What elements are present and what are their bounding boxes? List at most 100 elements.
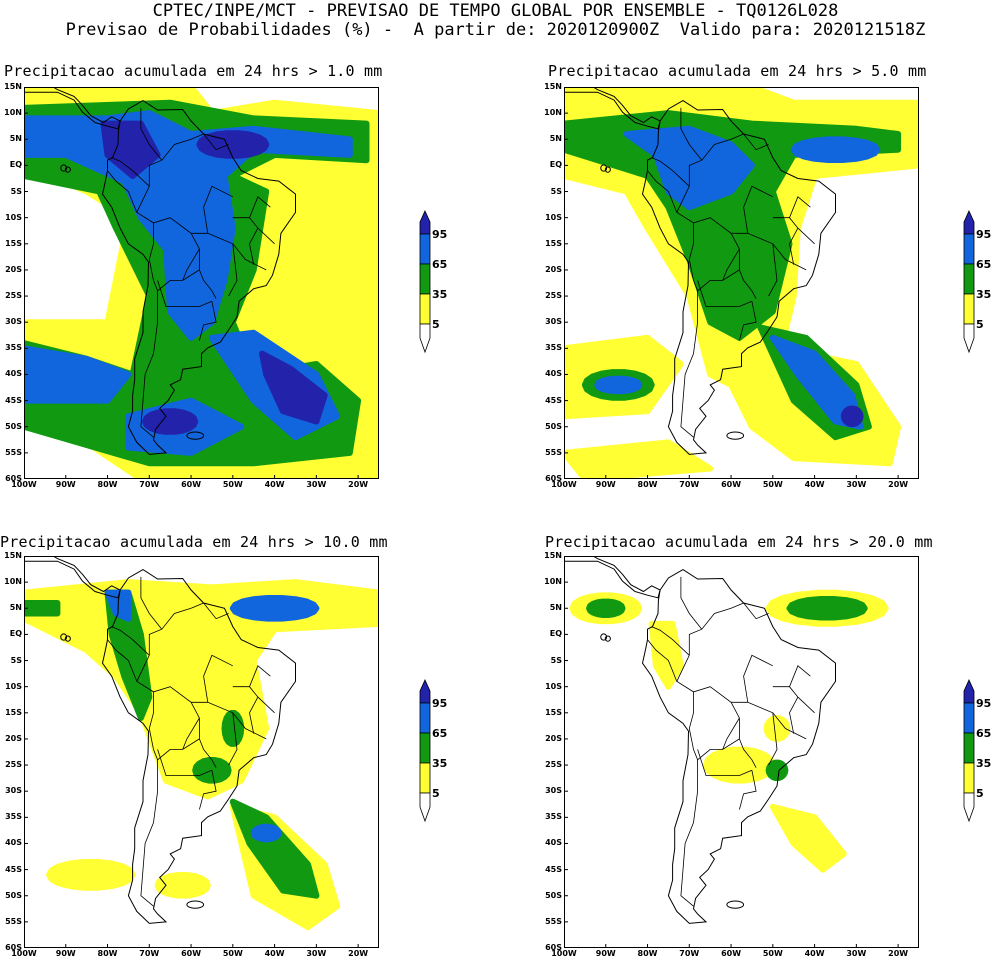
- country-border: [107, 170, 138, 213]
- longitude-label: 70W: [679, 480, 700, 489]
- colorbar-label: 65: [432, 727, 448, 740]
- longitude-label: 100W: [11, 949, 37, 958]
- probability-region: [196, 130, 270, 159]
- probability-map: [24, 87, 379, 479]
- longitude-label: 40W: [264, 480, 285, 489]
- probability-region: [594, 375, 643, 395]
- latitude-label: EQ: [9, 629, 22, 639]
- latitude-label: 5N: [9, 134, 22, 144]
- latitude-label: 55S: [5, 916, 22, 926]
- country-border: [768, 243, 778, 297]
- country-border: [688, 222, 694, 260]
- country-border: [148, 259, 200, 292]
- country-border: [731, 701, 807, 740]
- latitude-label: EQ: [549, 160, 562, 170]
- latitude-label: 30S: [545, 786, 562, 796]
- latitude-label: 35S: [545, 343, 562, 353]
- latitude-label: 15N: [544, 82, 562, 91]
- colorbar-label: 5: [976, 318, 984, 331]
- longitude-label: 70W: [679, 949, 700, 958]
- country-border: [739, 301, 757, 341]
- country-border: [232, 686, 275, 714]
- colorbar-label: 5: [976, 787, 984, 800]
- country-border: [140, 576, 163, 630]
- longitude-label: 60W: [721, 949, 742, 958]
- probability-region: [840, 405, 864, 427]
- longitude-label: 80W: [637, 949, 658, 958]
- country-border: [111, 626, 150, 656]
- country-border: [182, 248, 200, 281]
- country-border: [647, 639, 678, 682]
- colorbar-segment: [963, 293, 975, 325]
- colorbar-segment: [963, 702, 975, 734]
- colorbar-segment: [419, 323, 431, 354]
- longitude-label: 100W: [11, 480, 37, 489]
- island-outline: [64, 635, 71, 642]
- island-outline: [726, 900, 745, 909]
- country-border: [739, 738, 757, 768]
- island-outline: [726, 431, 745, 440]
- country-border: [182, 717, 200, 750]
- latitude-label: 50S: [5, 421, 22, 431]
- country-border: [203, 185, 233, 234]
- probability-region: [154, 872, 211, 899]
- latitude-label: 55S: [545, 447, 562, 457]
- country-border: [789, 196, 811, 218]
- colorbar-segment: [419, 679, 431, 704]
- colorbar-segment: [419, 762, 431, 794]
- latitude-label: 15S: [545, 238, 562, 248]
- country-border: [249, 196, 271, 218]
- latitude-label: 5S: [10, 186, 22, 196]
- latitude-label: 30S: [5, 317, 22, 327]
- latitude-label: 10N: [4, 108, 22, 118]
- latitude-label: 5N: [549, 603, 562, 613]
- latitude-label: 40S: [545, 369, 562, 379]
- longitude-label: 90W: [55, 949, 76, 958]
- central-america-coastline: [564, 556, 661, 599]
- probability-region: [765, 759, 789, 781]
- colorbar-segment: [963, 263, 975, 295]
- latitude-label: 20S: [545, 264, 562, 274]
- country-border: [688, 691, 694, 729]
- country-border: [191, 701, 267, 740]
- colorbar-segment: [963, 233, 975, 265]
- longitude-label: 60W: [181, 949, 202, 958]
- longitude-label: 70W: [139, 949, 160, 958]
- country-border: [140, 759, 159, 907]
- colorbar-segment: [963, 762, 975, 794]
- probability-region: [703, 746, 776, 784]
- latitude-label: 30S: [545, 317, 562, 327]
- country-border: [140, 107, 163, 161]
- latitude-label: 40S: [545, 838, 562, 848]
- colorbar-segment: [419, 263, 431, 295]
- island-outline: [186, 431, 205, 440]
- latitude-label: 15N: [4, 82, 22, 91]
- longitude-label: 40W: [804, 949, 825, 958]
- colorbar-label: 65: [976, 258, 991, 271]
- colorbar: [962, 679, 976, 827]
- country-border: [768, 712, 778, 766]
- longitude-label: 80W: [97, 949, 118, 958]
- probability-region: [46, 859, 136, 891]
- colorbar-label: 35: [432, 757, 448, 770]
- latitude-label: 5S: [550, 655, 562, 665]
- longitude-label: 20W: [888, 949, 909, 958]
- country-border: [148, 691, 154, 729]
- south-america-coastline: [641, 100, 836, 455]
- probability-map: [24, 556, 379, 948]
- latitude-label: 5N: [549, 134, 562, 144]
- country-border: [789, 665, 811, 687]
- country-border: [199, 269, 217, 299]
- country-border: [789, 227, 799, 265]
- probability-region: [192, 757, 232, 784]
- map-frame: [564, 556, 919, 948]
- country-border: [647, 170, 678, 213]
- colorbar-segment: [963, 732, 975, 764]
- latitude-label: 10N: [544, 108, 562, 118]
- colorbar-label: 95: [432, 697, 448, 710]
- longitude-label: 40W: [264, 949, 285, 958]
- probability-region: [769, 803, 847, 873]
- colorbar-segment: [963, 210, 975, 235]
- country-border: [772, 217, 815, 245]
- colorbar-label: 65: [432, 258, 448, 271]
